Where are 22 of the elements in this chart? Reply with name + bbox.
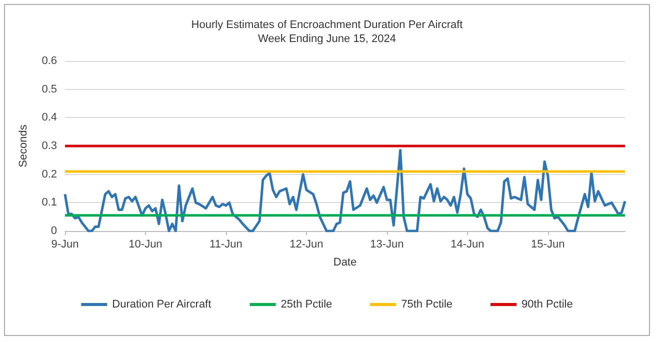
chart-title: Hourly Estimates of Encroachment Duration Per Aircraft Week Ending June 15, 2024 bbox=[191, 19, 463, 45]
legend-label: 75th Pctile bbox=[401, 298, 453, 310]
x-tick-label: 14-Jun bbox=[450, 238, 484, 250]
y-tick-label: 0.1 bbox=[42, 196, 57, 209]
y-tick-label: 0.6 bbox=[42, 55, 57, 67]
legend-label: 90th Pctile bbox=[522, 298, 573, 310]
x-tick-label: 13-Jun bbox=[370, 238, 404, 250]
line-series bbox=[64, 149, 626, 232]
x-tick-label: 10-Jun bbox=[128, 238, 162, 250]
y-tick-label: 0.2 bbox=[42, 168, 57, 180]
x-tick-label: 15-Jun bbox=[531, 238, 565, 250]
x-tick-label: 9-Jun bbox=[51, 238, 79, 250]
x-tick-label: 11-Jun bbox=[210, 238, 242, 250]
y-axis-title: Seconds bbox=[18, 124, 30, 168]
y-tick-label: 0.5 bbox=[42, 83, 57, 96]
x-axis-title: Date bbox=[333, 256, 357, 268]
x-tick-label: 12-Jun bbox=[290, 238, 324, 250]
y-tick-label: 0 bbox=[50, 225, 57, 237]
y-tick-label: 0.4 bbox=[42, 112, 57, 124]
legend-label: 25th Pctile bbox=[280, 298, 332, 310]
y-tick-label: 0.3 bbox=[42, 140, 57, 152]
legend-label: Duration Per Aircraft bbox=[112, 298, 212, 310]
